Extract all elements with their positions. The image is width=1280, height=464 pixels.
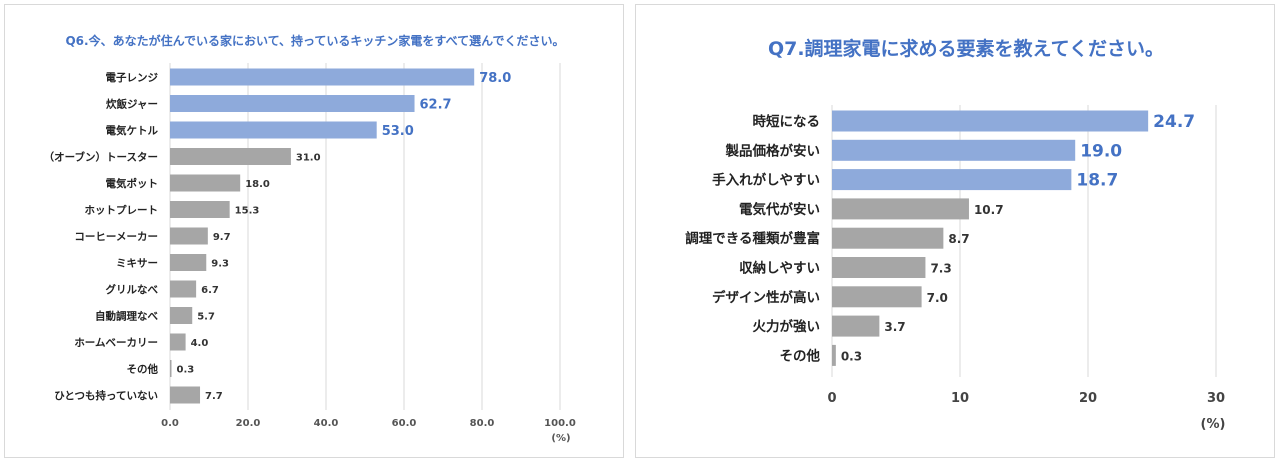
value-label-q6: 4.0 <box>191 338 209 349</box>
x-tick-label-q6: 0.0 <box>161 418 179 429</box>
category-label-q6: 電気ポット <box>106 177 159 190</box>
bar-chart-q7: Q7.調理家電に求める要素を教えてください。 時短になる製品価格が安い手入れがし… <box>685 37 1226 432</box>
category-label-q7: デザイン性が高い <box>712 289 820 306</box>
bar-q7 <box>832 227 944 249</box>
category-label-q7: 手入れがしやすい <box>712 172 820 189</box>
value-label-q6: 18.0 <box>245 179 270 190</box>
value-label-q7: 10.7 <box>974 203 1004 217</box>
value-label-q6: 78.0 <box>479 71 511 86</box>
category-label-q7: 火力が強い <box>753 318 821 335</box>
bar-q7 <box>832 286 922 308</box>
value-label-q7: 8.7 <box>948 232 969 246</box>
x-tick-label-q6: 60.0 <box>392 418 417 429</box>
x-tick-label-q6: 100.0 <box>544 418 576 429</box>
bar-q7 <box>832 110 1149 132</box>
value-label-q6: 7.7 <box>205 391 223 402</box>
value-label-q6: 53.0 <box>382 124 414 139</box>
value-label-q6: 5.7 <box>197 312 215 323</box>
chart-title-q7: Q7.調理家電に求める要素を教えてください。 <box>768 37 1164 60</box>
bar-q6 <box>170 148 291 165</box>
bar-q7 <box>832 139 1076 161</box>
x-tick-label-q6: 20.0 <box>236 418 261 429</box>
value-label-q7: 24.7 <box>1153 112 1195 132</box>
bar-q6 <box>170 121 377 139</box>
chart-panel-q7: Q7.調理家電に求める要素を教えてください。 時短になる製品価格が安い手入れがし… <box>635 4 1275 458</box>
value-label-q7: 19.0 <box>1080 141 1122 161</box>
value-label-q6: 6.7 <box>201 285 219 296</box>
chart-title-q6: Q6.今、あなたが住んでいる家において、持っているキッチン家電をすべて選んでくだ… <box>65 33 564 48</box>
bar-q6 <box>170 201 230 218</box>
bar-q7 <box>832 315 880 337</box>
value-label-q6: 31.0 <box>296 153 321 164</box>
bar-q7 <box>832 344 836 366</box>
value-label-q6: 9.3 <box>211 259 229 270</box>
unit-label-q7: (%) <box>1201 417 1226 432</box>
category-label-q7: 電気代が安い <box>739 201 820 218</box>
category-label-q7: その他 <box>780 347 821 364</box>
bar-q6 <box>170 95 415 112</box>
value-label-q7: 0.3 <box>841 349 862 363</box>
category-label-q7: 調理できる種類が豊富 <box>685 230 820 247</box>
category-label-q7: 収納しやすい <box>739 260 820 277</box>
value-label-q6: 9.7 <box>213 232 231 243</box>
bar-q7 <box>832 169 1072 191</box>
value-label-q7: 7.3 <box>930 262 951 276</box>
bar-q6 <box>170 68 475 86</box>
category-label-q6: 炊飯ジャー <box>106 98 158 111</box>
value-label-q6: 0.3 <box>177 365 195 376</box>
category-label-q6: 電子レンジ <box>106 72 159 84</box>
category-label-q7: 時短になる <box>753 113 821 130</box>
category-label-q6: その他 <box>127 363 159 376</box>
value-label-q7: 18.7 <box>1076 171 1118 191</box>
bar-q6 <box>170 254 207 271</box>
bar-q6 <box>170 174 241 192</box>
bar-q7 <box>832 257 926 278</box>
category-label-q6: ひとつも持っていない <box>54 389 158 402</box>
value-label-q6: 62.7 <box>420 98 452 113</box>
bar-q6 <box>170 280 197 298</box>
bar-q6 <box>170 307 193 324</box>
category-label-q6: グリルなべ <box>106 283 159 296</box>
value-label-q7: 3.7 <box>884 320 905 334</box>
bar-q6 <box>170 227 208 245</box>
bar-q6 <box>170 333 186 351</box>
category-label-q6: （オーブン）トースター <box>44 151 158 164</box>
chart-panel-q6: Q6.今、あなたが住んでいる家において、持っているキッチン家電をすべて選んでくだ… <box>4 4 624 458</box>
x-tick-label-q6: 80.0 <box>470 418 495 429</box>
x-tick-label-q7: 0 <box>827 391 836 406</box>
x-tick-label-q7: 10 <box>951 391 969 406</box>
value-label-q6: 15.3 <box>235 206 260 217</box>
category-label-q6: ホットプレート <box>85 204 159 217</box>
value-label-q7: 7.0 <box>927 291 948 305</box>
bar-q7 <box>832 198 969 220</box>
category-label-q6: 電気ケトル <box>106 124 159 137</box>
category-label-q7: 製品価格が安い <box>725 142 821 159</box>
category-label-q6: コーヒーメーカー <box>74 231 158 243</box>
category-label-q6: ホームベーカリー <box>74 337 158 349</box>
unit-label-q6: (%) <box>551 433 570 444</box>
bar-q6 <box>170 360 172 377</box>
x-tick-label-q7: 20 <box>1079 391 1097 406</box>
category-label-q6: ミキサー <box>116 258 158 270</box>
bar-q6 <box>170 386 201 404</box>
x-tick-label-q7: 30 <box>1207 391 1225 406</box>
x-tick-label-q6: 40.0 <box>314 418 339 429</box>
bar-chart-q6: Q6.今、あなたが住んでいる家において、持っているキッチン家電をすべて選んでくだ… <box>44 33 576 444</box>
category-label-q6: 自動調理なべ <box>95 310 158 323</box>
